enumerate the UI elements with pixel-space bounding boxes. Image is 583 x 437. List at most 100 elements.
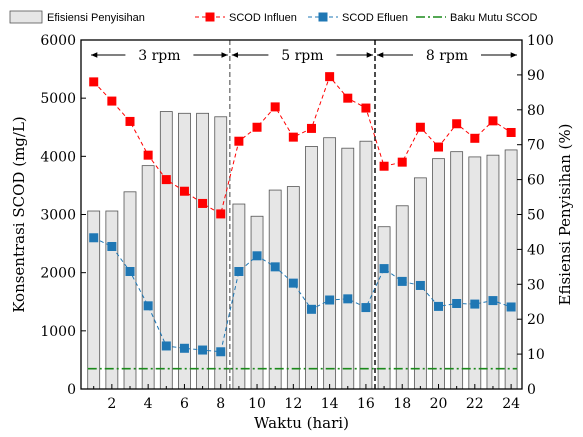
marker-scod-influen <box>325 72 335 82</box>
y-left-axis-title: Konsentrasi SCOD (mg/L) <box>10 116 28 313</box>
bar-efisiensi <box>232 203 246 390</box>
y-right-tick-label: 50 <box>527 208 545 224</box>
marker-scod-efluen <box>361 303 371 313</box>
x-tick-label: 18 <box>393 396 411 412</box>
marker-scod-influen <box>270 102 280 112</box>
x-tick-label: 6 <box>180 396 189 412</box>
legend-marker-influen <box>205 12 215 22</box>
y-left-tick-label: 0 <box>67 382 76 398</box>
x-tick-label: 24 <box>502 396 520 412</box>
marker-scod-influen <box>198 198 208 208</box>
legend-label-baku-mutu: Baku Mutu SCOD <box>450 12 537 24</box>
bar-efisiensi <box>341 147 355 390</box>
marker-scod-efluen <box>325 295 335 305</box>
marker-scod-efluen <box>306 304 316 314</box>
legend-marker-efluen <box>318 12 328 22</box>
marker-scod-influen <box>452 119 462 129</box>
marker-scod-influen <box>89 77 99 87</box>
marker-scod-influen <box>506 127 516 137</box>
bar-efisiensi <box>268 189 282 390</box>
marker-scod-influen <box>397 157 407 167</box>
phase-label: 3 rpm <box>138 48 180 64</box>
bar-efisiensi <box>395 205 409 390</box>
bar-efisiensi <box>105 210 119 390</box>
marker-scod-efluen <box>488 296 498 306</box>
legend-swatch-efisiensi <box>9 10 43 24</box>
marker-scod-efluen <box>343 294 353 304</box>
x-tick-label: 12 <box>284 396 302 412</box>
y-left-tick-label: 1000 <box>40 324 76 340</box>
y-left-tick-label: 4000 <box>40 149 76 165</box>
legend-label-efluen: SCOD Efluen <box>342 12 408 24</box>
bar-efisiensi <box>486 154 500 390</box>
y-right-tick-label: 0 <box>527 382 536 398</box>
marker-scod-influen <box>252 122 262 132</box>
marker-scod-influen <box>415 122 425 132</box>
bar-efisiensi <box>141 165 155 390</box>
x-tick-label: 4 <box>144 396 153 412</box>
line-scod-efluen <box>93 237 512 353</box>
y-right-tick-label: 80 <box>527 103 545 119</box>
x-tick-label: 8 <box>216 396 225 412</box>
legend-label-efisiensi: Efisiensi Penyisihan <box>47 12 145 24</box>
bar-efisiensi <box>432 158 445 390</box>
marker-scod-influen <box>234 136 244 146</box>
bar-efisiensi <box>468 156 482 390</box>
marker-scod-influen <box>143 150 153 160</box>
marker-scod-influen <box>107 96 117 106</box>
y-right-tick-label: 30 <box>527 277 545 293</box>
marker-scod-efluen <box>452 298 462 308</box>
y-right-axis-title: Efisiensi Penyisihan (%) <box>556 124 574 306</box>
marker-scod-efluen <box>506 302 516 312</box>
x-axis-title: Waktu (hari) <box>254 414 349 432</box>
marker-scod-efluen <box>107 241 117 251</box>
bar-efisiensi <box>359 140 373 390</box>
marker-scod-efluen <box>198 345 208 355</box>
y-right-tick-label: 70 <box>527 138 545 154</box>
marker-scod-efluen <box>270 262 280 272</box>
x-tick-label: 2 <box>107 396 116 412</box>
marker-scod-influen <box>179 186 189 196</box>
marker-scod-efluen <box>415 280 425 290</box>
y-right-tick-label: 40 <box>527 242 545 258</box>
marker-scod-influen <box>434 142 444 152</box>
marker-scod-influen <box>216 209 226 219</box>
y-right-tick-label: 60 <box>527 173 545 189</box>
marker-scod-efluen <box>179 343 189 353</box>
bar-efisiensi <box>123 191 137 390</box>
y-left-tick-label: 3000 <box>40 208 76 224</box>
marker-scod-influen <box>488 116 498 126</box>
bar-efisiensi <box>323 137 337 390</box>
marker-scod-efluen <box>125 267 135 277</box>
phase-label: 5 rpm <box>281 48 323 64</box>
marker-scod-influen <box>343 93 353 103</box>
bar-efisiensi <box>286 186 300 390</box>
marker-scod-efluen <box>288 278 298 288</box>
y-left-tick-label: 2000 <box>40 266 76 282</box>
y-left-tick-label: 5000 <box>40 91 76 107</box>
bar-efisiensi <box>250 215 264 390</box>
marker-scod-influen <box>306 123 316 133</box>
marker-scod-influen <box>379 161 389 171</box>
marker-scod-efluen <box>470 299 480 309</box>
x-tick-label: 20 <box>430 396 448 412</box>
bar-efisiensi <box>504 149 518 390</box>
bar-efisiensi <box>450 151 464 390</box>
y-right-tick-label: 90 <box>527 68 545 84</box>
marker-scod-influen <box>361 103 371 113</box>
marker-scod-influen <box>125 116 135 126</box>
legend-label-influen: SCOD Influen <box>229 12 297 24</box>
marker-scod-efluen <box>161 341 171 351</box>
y-right-tick-label: 20 <box>527 312 545 328</box>
marker-scod-influen <box>288 132 298 142</box>
x-tick-label: 10 <box>248 396 266 412</box>
marker-scod-efluen <box>143 301 153 311</box>
y-left-tick-label: 6000 <box>40 33 76 49</box>
marker-scod-efluen <box>379 264 389 274</box>
bar-efisiensi <box>377 226 391 390</box>
bar-efisiensi <box>305 146 318 390</box>
marker-scod-efluen <box>216 347 226 357</box>
x-tick-label: 14 <box>321 396 339 412</box>
